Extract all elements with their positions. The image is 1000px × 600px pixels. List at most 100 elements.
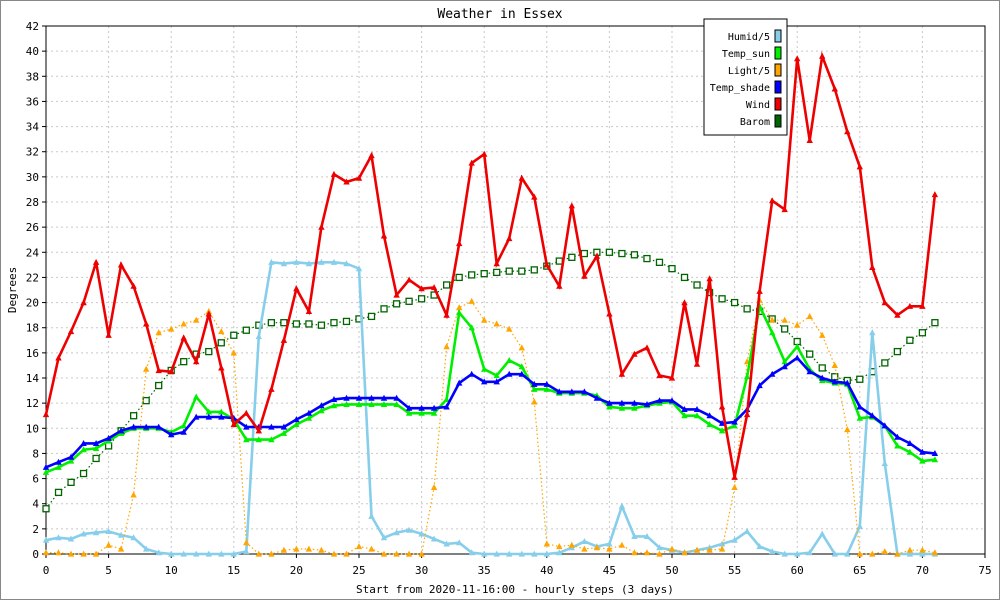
data-point [518, 344, 525, 351]
data-point [168, 325, 175, 332]
data-point [193, 358, 200, 365]
series-line-temp-sun [45, 302, 936, 474]
data-point [794, 55, 801, 62]
data-point [55, 354, 62, 361]
data-point [368, 152, 375, 159]
x-tick-label: 50 [665, 564, 678, 577]
legend-label: Temp_shade [710, 83, 770, 94]
data-point [92, 440, 100, 446]
data-point [769, 329, 776, 336]
data-point [418, 285, 425, 292]
data-point [781, 358, 788, 365]
data-point [380, 232, 388, 239]
data-point [205, 310, 212, 317]
data-point [292, 320, 301, 328]
data-point [681, 412, 688, 419]
data-point [894, 433, 901, 440]
data-point [143, 545, 150, 552]
data-point [568, 202, 575, 209]
data-point [380, 401, 388, 407]
data-point [681, 549, 688, 556]
data-point [581, 272, 588, 279]
data-point [343, 550, 350, 557]
data-point [393, 291, 400, 298]
data-point [931, 450, 939, 456]
data-point [618, 249, 626, 258]
data-point [268, 436, 275, 443]
data-point [42, 468, 50, 475]
data-point [468, 159, 475, 166]
data-point [130, 491, 137, 498]
data-point [80, 440, 87, 446]
y-tick-label: 24 [26, 246, 40, 259]
data-point [680, 273, 689, 282]
data-point [481, 550, 488, 557]
data-point [631, 549, 638, 556]
data-point [368, 512, 375, 519]
data-point [305, 414, 313, 421]
data-point [443, 311, 450, 318]
data-point [931, 191, 939, 198]
legend: Humid/5 Temp_sun Light/5 Temp_shade Wind Baro… [703, 18, 788, 136]
y-tick-label: 20 [26, 297, 39, 310]
data-point [405, 276, 413, 283]
data-point [155, 549, 162, 556]
data-point [844, 426, 851, 433]
x-tick-label: 0 [43, 564, 50, 577]
data-point [531, 398, 538, 405]
data-point [280, 546, 288, 553]
data-point [355, 394, 363, 401]
data-point [443, 343, 450, 350]
data-point [730, 298, 739, 307]
data-point [280, 319, 288, 327]
data-point [255, 333, 262, 340]
legend-swatch [774, 63, 782, 77]
data-point [769, 197, 776, 204]
data-point [668, 397, 676, 404]
legend-label: Barom [740, 117, 770, 128]
data-point [130, 282, 137, 289]
data-point [856, 163, 863, 170]
data-point [380, 550, 388, 557]
data-point [368, 545, 375, 552]
data-point [856, 414, 863, 421]
data-point [430, 404, 438, 411]
data-point [643, 344, 651, 351]
data-point [255, 550, 262, 557]
data-point [706, 421, 713, 428]
data-point [193, 316, 200, 323]
data-point [555, 257, 563, 265]
chart-title: Weather in Essex [437, 7, 562, 22]
data-point [67, 478, 75, 486]
data-point [480, 270, 488, 278]
data-point [318, 402, 325, 409]
data-point [543, 540, 550, 547]
data-point [393, 529, 400, 536]
x-tick-label: 35 [478, 564, 491, 577]
data-point [468, 324, 475, 331]
data-point [844, 128, 851, 135]
data-point [55, 549, 62, 556]
data-point [393, 394, 400, 401]
data-point [343, 260, 350, 267]
data-point [180, 550, 187, 557]
data-point [869, 329, 876, 336]
data-point [155, 423, 162, 430]
data-point [743, 528, 751, 534]
data-point [143, 320, 150, 327]
data-point [856, 522, 863, 529]
data-point [268, 385, 275, 392]
data-point [568, 253, 576, 261]
data-point [693, 360, 701, 367]
data-point [581, 545, 588, 552]
data-point [743, 373, 751, 380]
data-point [531, 380, 538, 387]
data-point [380, 305, 388, 313]
data-point [718, 540, 726, 547]
data-point [756, 543, 763, 550]
data-point [430, 535, 438, 542]
data-point [468, 271, 476, 279]
data-point [643, 549, 651, 556]
x-tick-label: 25 [352, 564, 365, 577]
